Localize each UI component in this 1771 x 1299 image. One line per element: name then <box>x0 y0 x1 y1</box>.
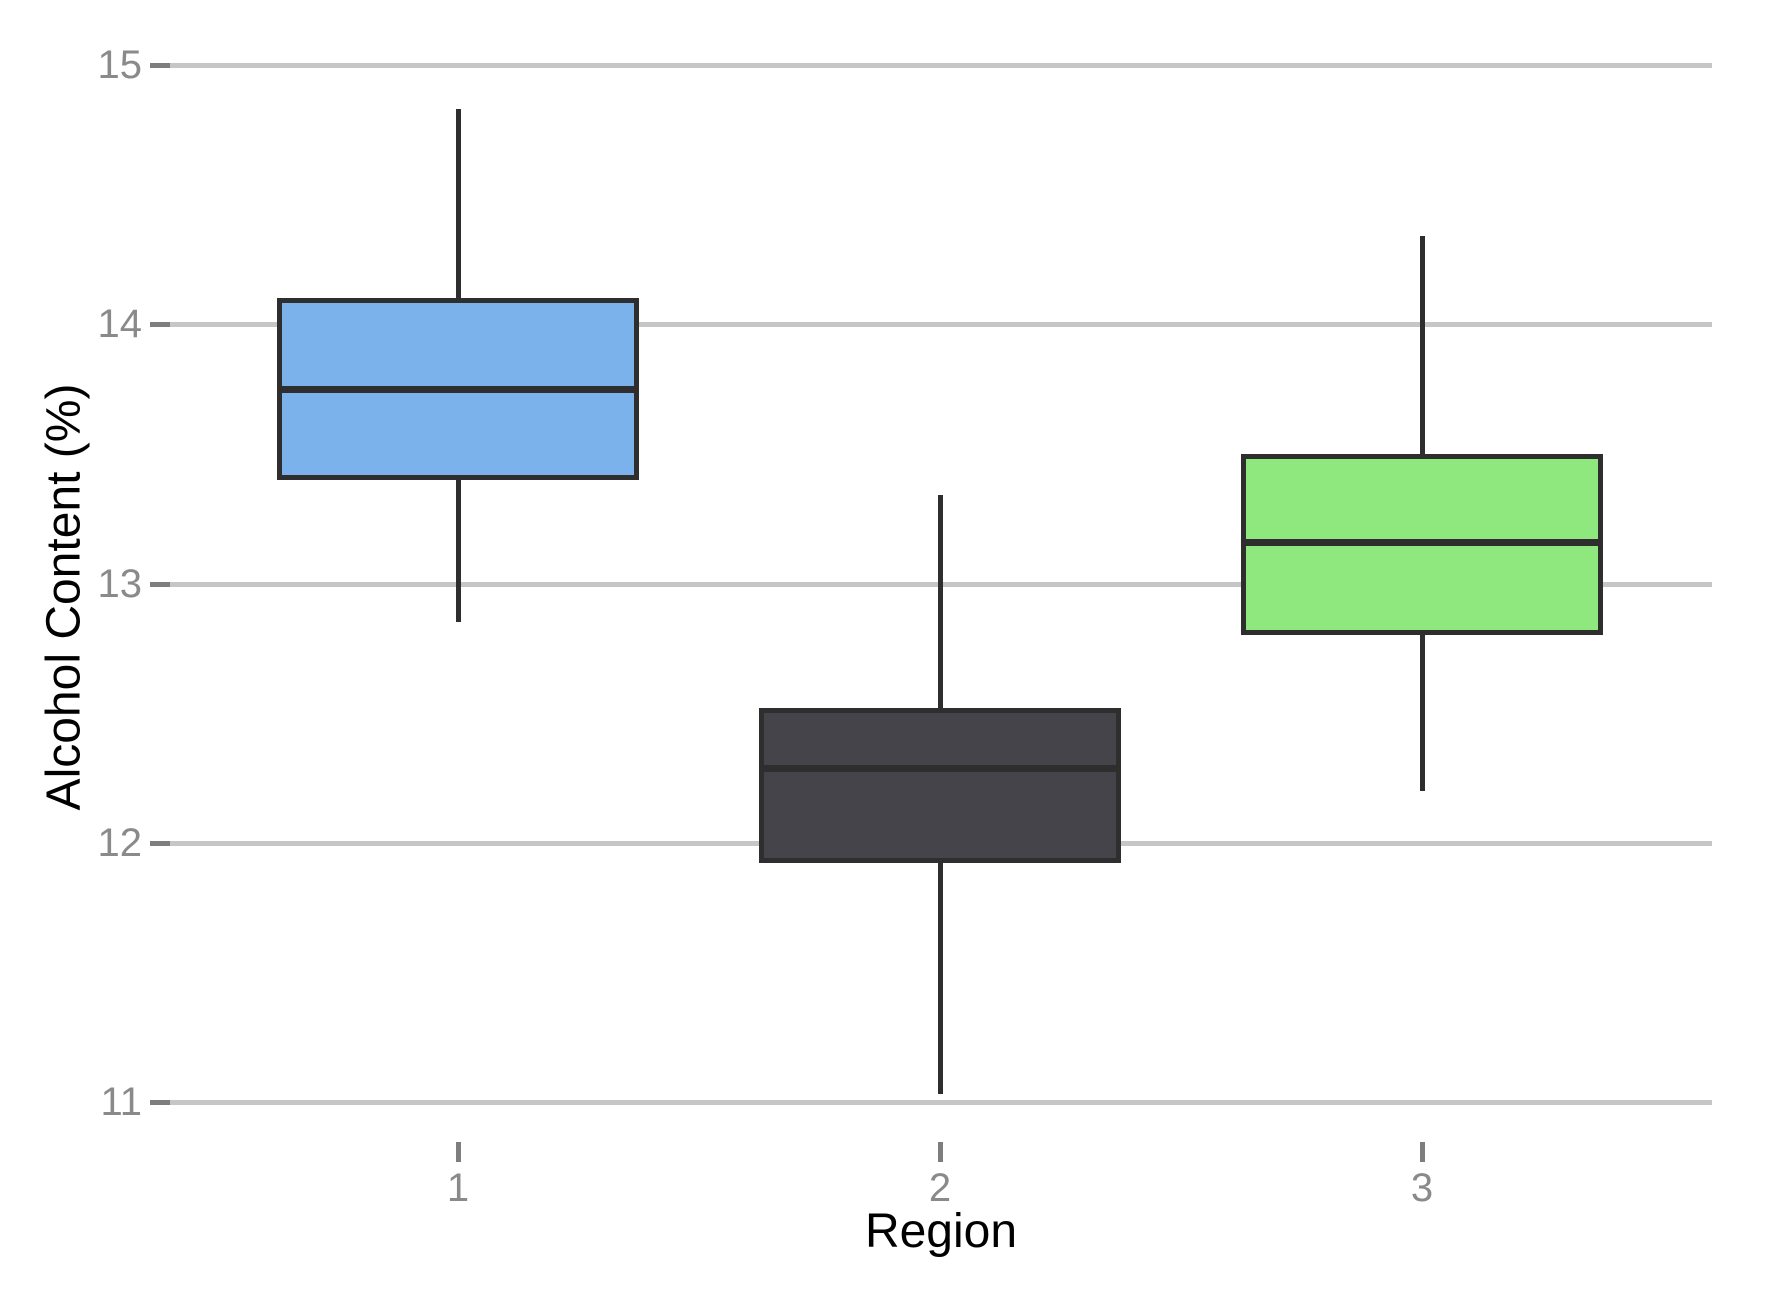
median-line-region-3 <box>1241 539 1603 546</box>
y-tick-label-12: 12 <box>97 821 143 865</box>
y-tick-label-13: 13 <box>97 562 143 606</box>
lower-whisker-region-2 <box>938 863 943 1094</box>
x-tick-label-2: 2 <box>928 1166 952 1210</box>
x-tick-2 <box>938 1142 943 1162</box>
upper-whisker-region-1 <box>456 109 461 298</box>
upper-whisker-region-3 <box>1420 236 1425 454</box>
box-region-2 <box>759 708 1121 863</box>
y-tick-label-15: 15 <box>97 43 143 87</box>
x-axis-title: Region <box>864 1205 1018 1258</box>
upper-whisker-region-2 <box>938 495 943 708</box>
x-tick-1 <box>456 1142 461 1162</box>
gridline-y-15 <box>170 63 1712 68</box>
y-tick-13 <box>150 582 170 587</box>
gridline-y-11 <box>170 1100 1712 1105</box>
y-tick-12 <box>150 841 170 846</box>
median-line-region-2 <box>759 765 1121 772</box>
x-tick-label-3: 3 <box>1410 1166 1434 1210</box>
lower-whisker-region-3 <box>1420 635 1425 791</box>
x-tick-3 <box>1420 1142 1425 1162</box>
y-tick-11 <box>150 1100 170 1105</box>
median-line-region-1 <box>277 386 639 393</box>
gridline-y-14 <box>170 322 1712 327</box>
y-tick-15 <box>150 63 170 68</box>
y-tick-14 <box>150 322 170 327</box>
y-axis-title: Alcohol Content (%) <box>37 383 91 811</box>
x-tick-label-1: 1 <box>446 1166 470 1210</box>
lower-whisker-region-1 <box>456 480 461 622</box>
y-tick-label-11: 11 <box>100 1080 142 1124</box>
y-tick-label-14: 14 <box>97 302 143 346</box>
